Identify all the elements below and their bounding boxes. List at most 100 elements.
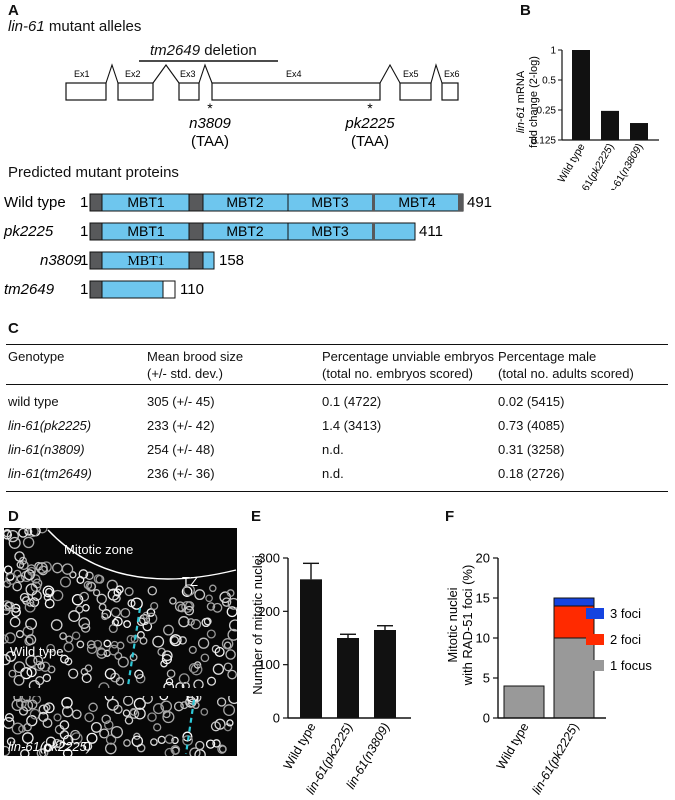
- nucleus: [106, 579, 118, 591]
- legend-3-foci: 3 foci: [610, 606, 641, 621]
- nucleus: [36, 748, 47, 756]
- male-column: 0.02 (5415) 0.73 (4085) 0.31 (3258) 0.18…: [498, 390, 565, 486]
- nucleus: [104, 668, 116, 680]
- nucleus: [194, 589, 206, 601]
- nucleus: [4, 745, 11, 756]
- table-cell-brood: 254 (+/- 48): [147, 442, 215, 457]
- legend-swatch-3-foci: [586, 608, 604, 619]
- nucleus: [161, 653, 173, 665]
- nucleus: [82, 603, 90, 612]
- nucleus: [24, 636, 34, 646]
- nucleus: [27, 699, 38, 710]
- nucleus: [63, 642, 74, 653]
- nucleus: [171, 736, 179, 745]
- nucleus: [53, 713, 62, 722]
- nucleus: [139, 636, 148, 645]
- boundary-line-wild-type: [126, 607, 142, 687]
- table-cell-genotype: lin-61(n3809): [8, 442, 85, 457]
- allele-pk2225-codon: (TAA): [351, 133, 389, 150]
- nucleus: [178, 636, 187, 645]
- nucleus: [47, 665, 56, 674]
- nucleus: [59, 730, 70, 740]
- exon-2-box: [117, 82, 154, 101]
- nucleus: [110, 607, 121, 618]
- nucleus: [60, 654, 69, 664]
- nucleus: [13, 661, 26, 673]
- nucleus: [169, 597, 177, 605]
- e-x-tick-label: Wild type: [281, 720, 319, 772]
- nucleus: [68, 610, 81, 623]
- protein-end: 491: [467, 194, 492, 211]
- exon-label: Ex6: [444, 69, 460, 79]
- mutant-label: lin-61(pk2225): [8, 739, 91, 754]
- nucleus: [107, 588, 120, 601]
- nucleus: [95, 574, 105, 584]
- col-header-unviable: Percentage unviable embryos (total no. em…: [322, 348, 494, 382]
- nucleus: [104, 742, 117, 755]
- nucleus: [42, 585, 55, 598]
- intron-2: [152, 64, 180, 84]
- nucleus: [12, 581, 23, 592]
- unviable-column: 0.1 (4722) 1.4 (3413) n.d. n.d.: [322, 390, 381, 486]
- nucleus: [69, 571, 77, 579]
- nucleus: [5, 651, 17, 662]
- table-cell-brood: 305 (+/- 45): [147, 394, 215, 409]
- protein-start: 1: [80, 281, 88, 298]
- nucleus: [150, 601, 159, 611]
- panel-b-letter: B: [520, 2, 531, 19]
- nucleus: [190, 663, 203, 676]
- nucleus: [182, 731, 193, 742]
- nucleus: [165, 677, 174, 686]
- table-cell-unviable: n.d.: [322, 442, 344, 457]
- panel-f-letter: F: [445, 508, 455, 525]
- legend-swatch-2-foci: [586, 634, 604, 645]
- nucleus: [152, 635, 165, 648]
- nucleus: [43, 743, 53, 752]
- linker-block: [188, 193, 204, 212]
- nucleus: [38, 747, 49, 756]
- nucleus: [39, 661, 51, 672]
- nucleus: [70, 729, 81, 741]
- nucleus: [11, 722, 24, 735]
- nucleus: [112, 594, 121, 603]
- nucleus: [164, 734, 175, 744]
- table-top-rule: [6, 344, 668, 345]
- nucleus: [190, 619, 202, 630]
- panel-c-letter: C: [8, 320, 19, 337]
- nucleus: [124, 587, 134, 597]
- nucleus: [11, 603, 21, 613]
- nucleus: [113, 616, 123, 627]
- linker-block: [372, 223, 375, 240]
- legend-2-foci: 2 foci: [610, 632, 641, 647]
- linker-block: [188, 251, 204, 270]
- table-cell-male: 0.31 (3258): [498, 442, 565, 457]
- nucleus: [9, 616, 21, 628]
- nucleus: [164, 747, 175, 756]
- nucleus: [59, 632, 67, 640]
- f-bar-segment: [553, 597, 595, 607]
- nucleus: [26, 666, 37, 678]
- genotype-column: wild type lin-61(pk2225) lin-61(n3809) l…: [8, 390, 92, 486]
- allele-n3809-codon: (TAA): [191, 133, 229, 150]
- protein-start: 1: [80, 194, 88, 211]
- nucleus: [38, 565, 49, 576]
- nucleus: [45, 587, 54, 596]
- gene-structure-diagram: Ex1 Ex2 Ex3 Ex4 Ex5 Ex6 * n3809 (TAA) * …: [65, 60, 460, 150]
- domain-label: MBT1: [127, 223, 165, 239]
- protein-name: n3809: [40, 252, 82, 269]
- exon-label: Ex2: [125, 69, 141, 79]
- nucleus: [79, 591, 90, 602]
- mrna-ylabel-2: fold change (2-log): [528, 56, 540, 148]
- stop-marker: *: [367, 100, 373, 116]
- nucleus: [106, 698, 119, 711]
- nucleus: [5, 572, 18, 585]
- nucleus: [169, 634, 182, 647]
- nucleus: [44, 598, 55, 609]
- nucleus: [81, 673, 92, 684]
- nucleus: [37, 528, 48, 534]
- f-x-tick-label: Wild type: [494, 720, 532, 772]
- nucleus: [6, 737, 16, 746]
- tz-label: TZ: [182, 574, 198, 589]
- nucleus: [54, 724, 65, 735]
- nucleus: [138, 614, 151, 626]
